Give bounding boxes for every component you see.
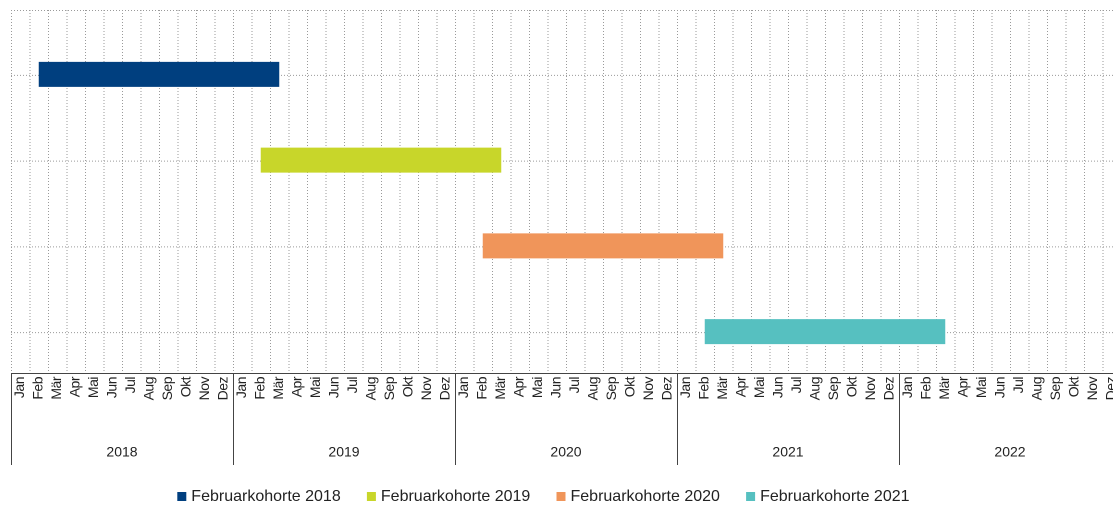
month-label: Jul [788, 377, 804, 394]
year-label: 2021 [772, 444, 803, 460]
month-label: Sep [1047, 376, 1063, 400]
bar [482, 233, 724, 259]
month-label: Sep [825, 376, 841, 400]
bar [38, 61, 280, 87]
month-label: Mär [48, 376, 64, 399]
month-label: Sep [603, 376, 619, 400]
month-label: Sep [381, 376, 397, 400]
legend-swatch [556, 492, 566, 501]
month-label: Nov [196, 377, 212, 401]
month-label: Apr [66, 376, 82, 397]
legend-label: Februarkohorte 2021 [760, 488, 910, 505]
month-label: Jun [325, 377, 341, 398]
month-label: Feb [695, 376, 711, 399]
bar [704, 319, 946, 345]
month-label: Sep [159, 376, 175, 400]
month-label: Dez [1102, 377, 1113, 401]
month-label: Nov [1084, 377, 1100, 401]
month-label: Jan [455, 377, 471, 398]
legend-swatch [746, 492, 756, 501]
month-label: Mai [85, 377, 101, 398]
month-label: Jul [1010, 377, 1026, 394]
month-label: Aug [1028, 377, 1044, 400]
month-label: Okt [177, 376, 193, 397]
month-label: Aug [362, 377, 378, 400]
legend-swatch [177, 492, 187, 501]
month-label: Mär [936, 376, 952, 399]
year-label: 2018 [106, 444, 137, 460]
month-label: Okt [621, 376, 637, 397]
month-label: Mai [307, 377, 323, 398]
month-label: Jun [103, 377, 119, 398]
month-label: Aug [140, 377, 156, 400]
month-label: Apr [288, 376, 304, 397]
month-label: Apr [510, 376, 526, 397]
month-label: Aug [806, 377, 822, 400]
month-label: Feb [917, 376, 933, 399]
month-label: Feb [473, 376, 489, 399]
year-label: 2019 [328, 444, 359, 460]
month-label: Jun [769, 377, 785, 398]
legend-swatch [366, 492, 376, 501]
year-label: 2022 [994, 444, 1025, 460]
month-label: Mai [973, 377, 989, 398]
month-label: Mai [529, 377, 545, 398]
month-label: Nov [862, 377, 878, 401]
month-label: Apr [732, 376, 748, 397]
bar [260, 147, 502, 173]
month-label: Jan [11, 377, 27, 398]
month-label: Okt [1065, 376, 1081, 397]
month-label: Mai [751, 377, 767, 398]
month-label: Jan [677, 377, 693, 398]
legend-label: Februarkohorte 2020 [571, 488, 721, 505]
month-label: Feb [29, 376, 45, 399]
month-label: Nov [418, 377, 434, 401]
month-label: Okt [843, 376, 859, 397]
month-label: Nov [640, 377, 656, 401]
month-label: Dez [658, 377, 674, 401]
month-label: Dez [214, 377, 230, 401]
month-label: Jun [547, 377, 563, 398]
year-label: 2020 [550, 444, 581, 460]
month-label: Feb [251, 376, 267, 399]
legend-label: Februarkohorte 2018 [191, 488, 341, 505]
month-label: Jun [991, 377, 1007, 398]
month-label: Mär [492, 376, 508, 399]
month-label: Jul [566, 377, 582, 394]
month-label: Jan [233, 377, 249, 398]
month-label: Jan [899, 377, 915, 398]
month-label: Dez [880, 377, 896, 401]
month-label: Jul [122, 377, 138, 394]
month-label: Dez [436, 377, 452, 401]
month-label: Okt [399, 376, 415, 397]
month-label: Mär [714, 376, 730, 399]
legend-label: Februarkohorte 2019 [381, 488, 531, 505]
month-label: Jul [344, 377, 360, 394]
month-label: Mär [270, 376, 286, 399]
month-label: Apr [954, 376, 970, 397]
month-label: Aug [584, 377, 600, 400]
